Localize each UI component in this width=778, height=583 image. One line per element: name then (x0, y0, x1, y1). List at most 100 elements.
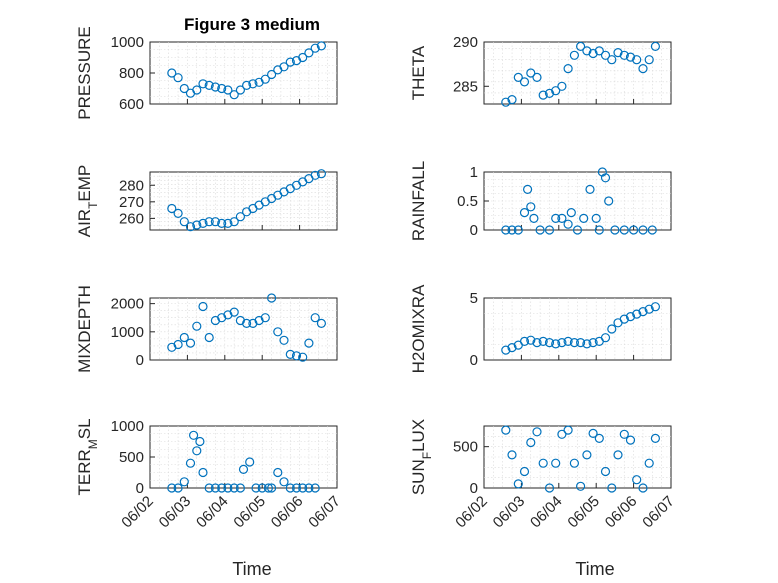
data-point (544, 483, 555, 493)
data-point (569, 338, 580, 348)
data-point (585, 184, 595, 194)
data-point (285, 57, 295, 67)
y-tick-label: 290 (453, 34, 478, 51)
data-point (582, 339, 592, 349)
x-axis-label-right: Time (575, 559, 614, 579)
data-point (600, 173, 611, 183)
y-tick-label: 0 (136, 352, 144, 369)
y-axis-label: RAINFALL (409, 161, 428, 241)
data-point (557, 213, 567, 223)
data-point (316, 169, 326, 179)
data-point (267, 69, 277, 80)
data-point (619, 50, 629, 60)
data-point (279, 335, 289, 345)
plot-area (149, 297, 338, 361)
data-point (582, 46, 592, 56)
data-point (185, 338, 196, 348)
y-tick-label: 0 (470, 222, 478, 239)
data-point (273, 327, 283, 337)
plot-area (149, 425, 338, 489)
x-tick-label: 06/05 (230, 493, 269, 532)
x-tick-label: 06/02 (118, 493, 157, 532)
y-tick-label: 270 (119, 194, 144, 211)
data-point (632, 309, 642, 319)
y-axis-label: MIXDEPTH (75, 285, 94, 373)
y-tick-label: 600 (119, 96, 144, 113)
data-point (535, 225, 545, 235)
x-tick-label: 06/03 (156, 493, 195, 532)
data-point (625, 312, 636, 322)
data-point (588, 338, 598, 348)
data-point (582, 450, 592, 460)
data-point (604, 196, 614, 206)
data-point (507, 94, 517, 105)
data-point (507, 343, 517, 353)
data-point (628, 225, 639, 235)
data-point (217, 313, 227, 323)
y-axis-label: THETA (409, 45, 428, 100)
data-point (254, 315, 264, 326)
data-point (594, 225, 604, 235)
subplot-mixdepth: 0 1000 2000 MIXDEPTH (75, 285, 338, 373)
data-point (310, 483, 320, 493)
data-point (613, 47, 623, 58)
y-tick-label: 5 (470, 290, 478, 307)
y-tick-label: 260 (119, 210, 144, 227)
data-point (198, 218, 208, 228)
data-point (251, 483, 261, 493)
data-point (173, 73, 183, 83)
data-point (544, 225, 555, 235)
data-point (644, 55, 654, 65)
data-point (563, 425, 573, 435)
data-point (179, 217, 189, 227)
data-point (235, 212, 245, 222)
data-point (223, 85, 233, 95)
data-point (551, 213, 561, 223)
subplot-h2omixra: 0 5 H2OMIXRA (409, 284, 672, 373)
plot-area (149, 41, 338, 105)
data-point (579, 213, 589, 223)
data-point (310, 170, 320, 180)
data-point (173, 483, 183, 493)
data-point (304, 338, 314, 348)
data-point (600, 466, 611, 477)
data-point (238, 464, 249, 474)
data-point (310, 313, 320, 323)
x-tick-label: 06/03 (490, 493, 529, 532)
data-point (619, 314, 629, 324)
data-point (217, 483, 227, 493)
y-tick-label: 1000 (111, 324, 144, 341)
data-point (185, 222, 196, 232)
data-point (588, 428, 598, 438)
x-tick-label: 06/05 (564, 493, 603, 532)
data-point (625, 52, 636, 62)
x-tick-label: 06/07 (639, 493, 678, 532)
figure-title: Figure 3 medium (184, 15, 320, 34)
data-point (210, 217, 220, 227)
data-point (563, 219, 573, 229)
data-point (610, 225, 620, 235)
data-point (245, 457, 255, 467)
data-point (223, 483, 233, 493)
data-point (551, 339, 561, 349)
y-tick-label: 1000 (111, 418, 144, 435)
data-point (229, 217, 239, 227)
data-point (501, 345, 511, 355)
data-point (192, 220, 202, 230)
y-axis-label: TERRMSL (75, 418, 100, 495)
data-point (229, 307, 239, 317)
data-point (532, 338, 542, 348)
data-point (513, 72, 523, 83)
y-axis-label: SUNFLUX (409, 419, 434, 495)
data-point (557, 429, 567, 439)
data-point (285, 349, 295, 359)
data-point (563, 63, 573, 74)
data-point (260, 74, 270, 84)
data-point (538, 336, 548, 346)
data-point (501, 425, 511, 435)
data-point (600, 333, 611, 343)
y-axis-label: H2OMIXRA (409, 284, 428, 373)
data-point (248, 79, 258, 89)
data-point (526, 437, 536, 448)
